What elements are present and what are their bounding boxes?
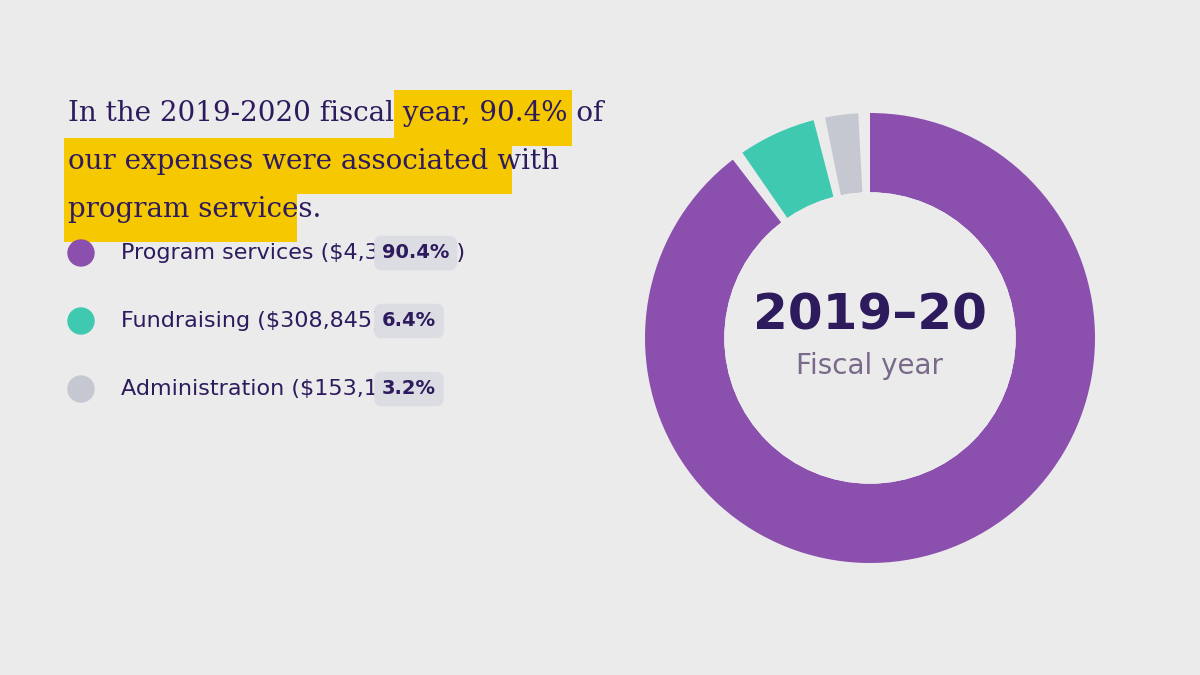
Text: Program services ($4,349,358): Program services ($4,349,358): [121, 243, 466, 263]
Circle shape: [725, 193, 1015, 483]
Text: Administration ($153,196): Administration ($153,196): [121, 379, 415, 399]
FancyBboxPatch shape: [64, 186, 298, 242]
Text: In the 2019-2020 fiscal year, 90.4% of: In the 2019-2020 fiscal year, 90.4% of: [68, 100, 604, 127]
FancyBboxPatch shape: [64, 138, 512, 194]
Wedge shape: [646, 113, 1094, 563]
Text: Fiscal year: Fiscal year: [797, 352, 943, 380]
Text: Fundraising ($308,845): Fundraising ($308,845): [121, 311, 380, 331]
Text: program services.: program services.: [68, 196, 322, 223]
Text: our expenses were associated with: our expenses were associated with: [68, 148, 559, 175]
Text: 90.4%: 90.4%: [382, 244, 449, 263]
Text: 2019–20: 2019–20: [754, 292, 986, 340]
Text: 3.2%: 3.2%: [382, 379, 436, 398]
Circle shape: [68, 376, 94, 402]
Circle shape: [68, 240, 94, 266]
Wedge shape: [743, 120, 834, 219]
FancyBboxPatch shape: [394, 90, 572, 146]
Circle shape: [68, 308, 94, 334]
Circle shape: [725, 193, 1015, 483]
Text: 6.4%: 6.4%: [382, 311, 436, 331]
Wedge shape: [826, 113, 863, 196]
